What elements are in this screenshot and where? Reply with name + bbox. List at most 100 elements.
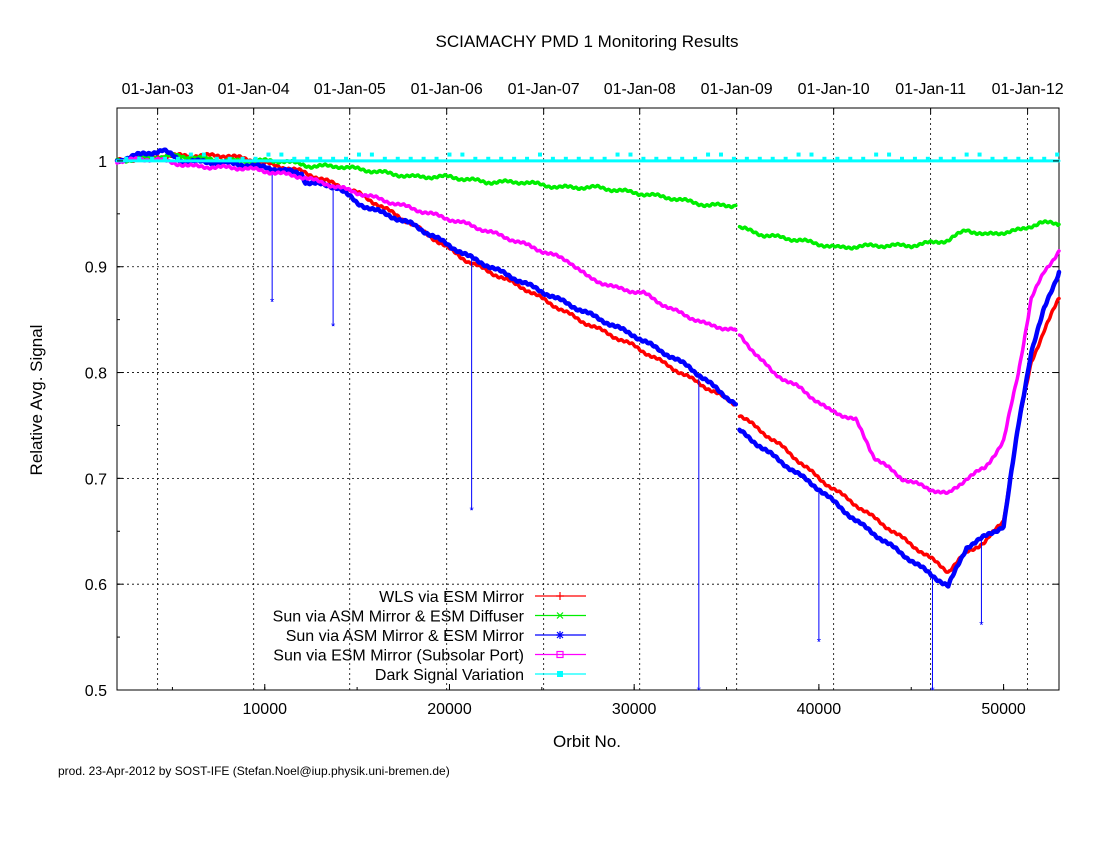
dark-signal-point — [770, 156, 775, 161]
dark-signal-point — [163, 156, 168, 161]
top-date-label: 01-Jan-04 — [218, 81, 290, 98]
dark-signal-point — [1042, 156, 1047, 161]
dark-signal-point — [447, 152, 452, 157]
top-date-label: 01-Jan-10 — [798, 81, 870, 98]
dark-signal-point — [473, 156, 478, 161]
dark-signal-point — [693, 156, 698, 161]
top-date-label: 01-Jan-07 — [508, 81, 580, 98]
dark-signal-point — [809, 152, 814, 157]
dark-signal-point — [874, 152, 879, 157]
dark-signal-point — [757, 156, 762, 161]
dark-signal-point — [925, 156, 930, 161]
dark-signal-point — [1055, 152, 1060, 157]
dark-signal-point — [887, 152, 892, 157]
x-tick-label: 30000 — [612, 701, 657, 718]
y-tick-label: 0.8 — [85, 366, 107, 383]
dark-signal-point — [175, 156, 180, 161]
spike-marker: * — [331, 321, 336, 333]
spike-marker: * — [930, 685, 935, 697]
x-tick-label: 50000 — [981, 701, 1026, 718]
legend-label: Sun via ASM Mirror & ESM Diffuser — [273, 609, 525, 626]
x-tick-label: 10000 — [243, 701, 288, 718]
dark-signal-point — [537, 152, 542, 157]
dark-signal-point — [576, 156, 581, 161]
dark-signal-point — [835, 156, 840, 161]
dark-signal-point — [680, 156, 685, 161]
spike-marker: * — [979, 619, 984, 631]
x-tick-label: 20000 — [427, 701, 472, 718]
dark-signal-point — [589, 156, 594, 161]
dark-signal-point — [240, 156, 245, 161]
dark-signal-point — [783, 156, 788, 161]
top-date-label: 01-Jan-09 — [701, 81, 773, 98]
legend-label: WLS via ESM Mirror — [379, 589, 525, 606]
dark-signal-point — [344, 156, 349, 161]
dark-signal-point — [150, 156, 155, 161]
dark-signal-point — [214, 156, 219, 161]
dark-signal-point — [1029, 156, 1034, 161]
dark-signal-point — [1016, 156, 1021, 161]
legend: WLS via ESM Mirror Sun via ASM Mirror & E… — [273, 589, 586, 684]
dark-signal-point — [395, 156, 400, 161]
dark-signal-point — [861, 156, 866, 161]
dark-signal-point — [718, 152, 723, 157]
dark-signal-point — [369, 152, 374, 157]
dark-signal-point — [602, 156, 607, 161]
legend-marker — [556, 592, 564, 600]
y-axis-label: Relative Avg. Signal — [27, 325, 46, 476]
dark-signal-point — [460, 152, 465, 157]
legend-marker — [556, 631, 564, 639]
spike-marker: * — [469, 505, 474, 517]
dark-signal-point — [331, 156, 336, 161]
axes: 0.5 0.6 0.7 0.8 0.9 1 10000 20000 30000 40000 5000… — [85, 81, 1064, 718]
chart-title: SCIAMACHY PMD 1 Monitoring Results — [436, 32, 739, 51]
legend-marker — [556, 612, 564, 619]
dark-signal-point — [938, 156, 943, 161]
dark-signal-point — [641, 156, 646, 161]
dark-signal-point — [382, 156, 387, 161]
dark-signal-point — [434, 156, 439, 161]
dark-signal-point — [124, 156, 129, 161]
dark-signal-point — [615, 152, 620, 157]
series-line — [115, 156, 738, 332]
series-line — [737, 219, 1061, 251]
y-tick-label: 0.6 — [85, 577, 107, 594]
legend-label: Sun via ASM Mirror & ESM Mirror — [286, 628, 525, 645]
dark-signal-point — [279, 152, 284, 157]
dark-signal-point — [253, 156, 258, 161]
dark-signal-point — [848, 156, 853, 161]
dark-signal-point — [525, 156, 530, 161]
dark-signal-point — [356, 152, 361, 157]
dark-signal-point — [964, 152, 969, 157]
series-2: * * * * * * * — [114, 147, 1062, 697]
dark-signal-point — [266, 152, 271, 157]
series-line — [737, 269, 1062, 589]
dark-signal-point — [628, 152, 633, 157]
top-date-label: 01-Jan-11 — [895, 81, 966, 98]
x-axis-label: Orbit No. — [553, 732, 621, 751]
dark-signal-point — [137, 156, 142, 161]
dark-signal-point — [201, 152, 206, 157]
dark-signal-point — [731, 156, 736, 161]
dark-signal-point — [822, 156, 827, 161]
series-line — [114, 147, 739, 407]
dark-signal-point — [512, 156, 517, 161]
legend-label: Sun via ESM Mirror (Subsolar Port) — [273, 648, 524, 665]
series-line — [737, 249, 1061, 496]
y-tick-label: 0.5 — [85, 683, 107, 700]
dark-signal-point — [990, 156, 995, 161]
legend-marker — [556, 650, 564, 659]
footer-credit: prod. 23-Apr-2012 by SOST-IFE (Stefan.No… — [58, 764, 450, 778]
legend-label: Dark Signal Variation — [375, 667, 524, 684]
series-0 — [115, 151, 1061, 574]
dark-signal-point — [796, 152, 801, 157]
dark-signal-point — [318, 156, 323, 161]
grid — [117, 108, 1059, 690]
spike-marker: * — [817, 636, 822, 648]
dark-signal-point — [563, 156, 568, 161]
dark-signal-point — [305, 156, 310, 161]
dark-signal-point — [421, 156, 426, 161]
y-tick-label: 1 — [98, 154, 107, 171]
series-line — [737, 296, 1061, 574]
